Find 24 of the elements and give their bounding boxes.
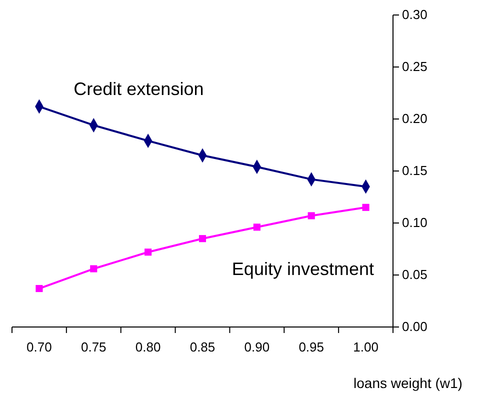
point — [90, 265, 98, 272]
x-tick-label: 0.70 — [26, 340, 52, 355]
x-tick-label: 0.90 — [244, 340, 270, 355]
x-axis-title: loans weight (w1) — [354, 375, 462, 391]
y-tick-label: 0.05 — [402, 267, 428, 282]
series-label: Credit extension — [74, 79, 204, 100]
point — [362, 204, 370, 211]
y-tick-label: 0.10 — [402, 215, 428, 230]
point — [253, 224, 260, 231]
y-tick-label: 0.30 — [402, 7, 428, 22]
y-tick-label: 0.25 — [402, 59, 428, 74]
point — [144, 248, 152, 256]
x-tick-label: 0.80 — [135, 340, 161, 355]
y-tick-label: 0.00 — [402, 319, 428, 334]
x-tick-label: 0.85 — [190, 340, 216, 355]
point — [308, 212, 315, 220]
y-tick-label: 0.20 — [402, 111, 428, 126]
series-label: Equity investment — [232, 259, 374, 280]
point — [36, 284, 43, 292]
y-tick-label: 0.15 — [402, 163, 428, 178]
x-tick-label: 1.00 — [353, 340, 378, 355]
x-tick-label: 0.95 — [298, 340, 324, 355]
point — [198, 235, 206, 242]
x-tick-label: 0.75 — [80, 340, 106, 355]
